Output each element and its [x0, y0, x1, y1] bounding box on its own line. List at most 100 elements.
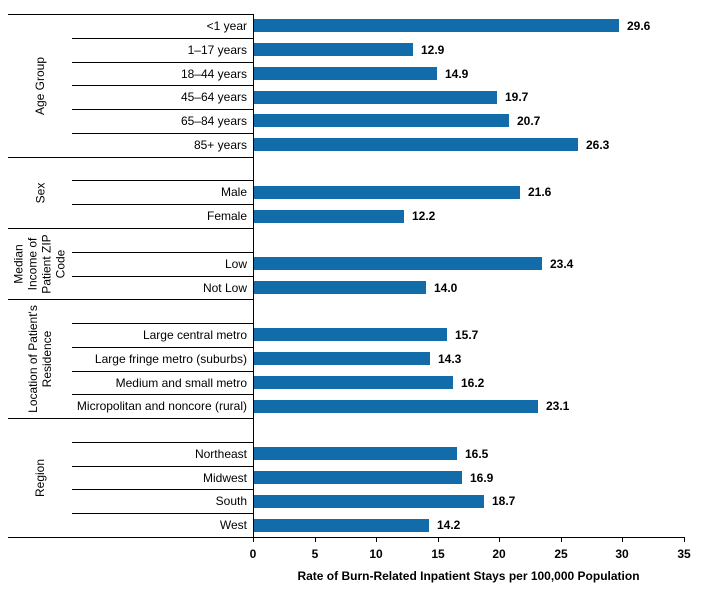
category-label: 65–84 years — [180, 114, 247, 128]
group-label: Location of Patient's Residence — [8, 299, 72, 418]
category-separator-line — [72, 38, 253, 39]
category-separator-line — [72, 109, 253, 110]
group-label-text: Location of Patient's Residence — [26, 304, 55, 413]
category-label: 85+ years — [193, 138, 247, 152]
group-separator-line — [8, 14, 253, 15]
category-separator-line — [72, 347, 253, 348]
value-label: 15.7 — [455, 328, 479, 342]
value-label: 14.2 — [437, 518, 461, 532]
bar — [254, 495, 484, 508]
value-label: 16.9 — [470, 471, 494, 485]
category-label: Female — [206, 209, 247, 223]
group-separator-line — [8, 157, 253, 158]
value-label: 12.9 — [421, 43, 445, 57]
x-axis-tick — [376, 537, 377, 542]
bar — [254, 186, 520, 199]
group-separator-line — [8, 418, 253, 419]
group-label-text: Sex — [33, 182, 47, 203]
category-label: Micropolitan and noncore (rural) — [76, 399, 247, 413]
x-tick-label: 15 — [431, 547, 445, 561]
category-separator-line — [72, 489, 253, 490]
x-tick-label: 25 — [554, 547, 568, 561]
bar — [254, 114, 509, 127]
category-separator-line — [72, 133, 253, 134]
group-separator-line — [8, 299, 253, 300]
x-tick-label: 0 — [249, 547, 257, 561]
category-label: 1–17 years — [187, 43, 247, 57]
group-label-text: Median Income of Patient ZIP Code — [12, 233, 68, 294]
bar — [254, 447, 457, 460]
category-label: Northeast — [194, 447, 247, 461]
group-label: Sex — [8, 157, 72, 228]
bar — [254, 19, 619, 32]
value-label: 14.0 — [434, 281, 458, 295]
category-separator-line — [72, 276, 253, 277]
bar — [254, 43, 413, 56]
category-separator-line — [72, 85, 253, 86]
category-separator-line — [72, 513, 253, 514]
category-separator-line — [72, 466, 253, 467]
category-label: 45–64 years — [180, 90, 247, 104]
value-label: 12.2 — [412, 209, 436, 223]
bar — [254, 210, 404, 223]
value-label: 16.2 — [461, 376, 485, 390]
category-label: Large fringe metro (suburbs) — [94, 352, 247, 366]
category-separator-line — [72, 394, 253, 395]
x-axis-tick — [315, 537, 316, 542]
category-axis-line — [253, 14, 254, 537]
category-separator-line — [72, 371, 253, 372]
category-label: Midwest — [202, 471, 247, 485]
category-label: Medium and small metro — [115, 376, 247, 390]
x-tick-label: 10 — [369, 547, 383, 561]
category-separator-line — [72, 62, 253, 63]
x-axis-tick — [561, 537, 562, 542]
category-label: Large central metro — [142, 328, 247, 342]
category-label: South — [215, 494, 247, 508]
category-label: Low — [224, 257, 247, 271]
group-separator-line — [8, 228, 253, 229]
value-label: 18.7 — [492, 494, 516, 508]
group-label: Region — [8, 418, 72, 537]
bar — [254, 257, 542, 270]
value-label: 21.6 — [528, 185, 552, 199]
category-separator-line — [72, 442, 253, 443]
bar — [254, 281, 426, 294]
x-axis-tick — [684, 537, 685, 542]
bar — [254, 471, 462, 484]
bar — [254, 519, 429, 532]
group-label: Age Group — [8, 14, 72, 157]
value-label: 19.7 — [505, 90, 529, 104]
value-label: 23.1 — [546, 399, 570, 413]
x-axis-tick — [622, 537, 623, 542]
value-label: 14.9 — [445, 67, 469, 81]
x-tick-label: 30 — [615, 547, 629, 561]
x-tick-label: 20 — [492, 547, 506, 561]
group-label-text: Region — [33, 458, 47, 497]
x-axis-title: Rate of Burn-Related Inpatient Stays per… — [297, 569, 640, 583]
x-axis-line — [8, 537, 684, 538]
bar — [254, 352, 430, 365]
category-label: 18–44 years — [180, 67, 247, 81]
value-label: 26.3 — [586, 138, 610, 152]
value-label: 29.6 — [627, 19, 651, 33]
bar — [254, 91, 497, 104]
value-label: 23.4 — [550, 257, 574, 271]
x-axis-tick — [438, 537, 439, 542]
category-separator-line — [72, 204, 253, 205]
bar — [254, 328, 447, 341]
x-axis-tick — [499, 537, 500, 542]
value-label: 20.7 — [517, 114, 541, 128]
category-separator-line — [72, 252, 253, 253]
value-label: 16.5 — [465, 447, 489, 461]
category-label: Not Low — [202, 281, 247, 295]
bar — [254, 376, 453, 389]
category-label: <1 year — [206, 19, 247, 33]
x-tick-label: 5 — [311, 547, 319, 561]
group-label: Median Income of Patient ZIP Code — [8, 228, 72, 299]
category-separator-line — [72, 323, 253, 324]
bar — [254, 67, 437, 80]
value-label: 14.3 — [438, 352, 462, 366]
category-label: Male — [220, 185, 247, 199]
bar — [254, 400, 538, 413]
